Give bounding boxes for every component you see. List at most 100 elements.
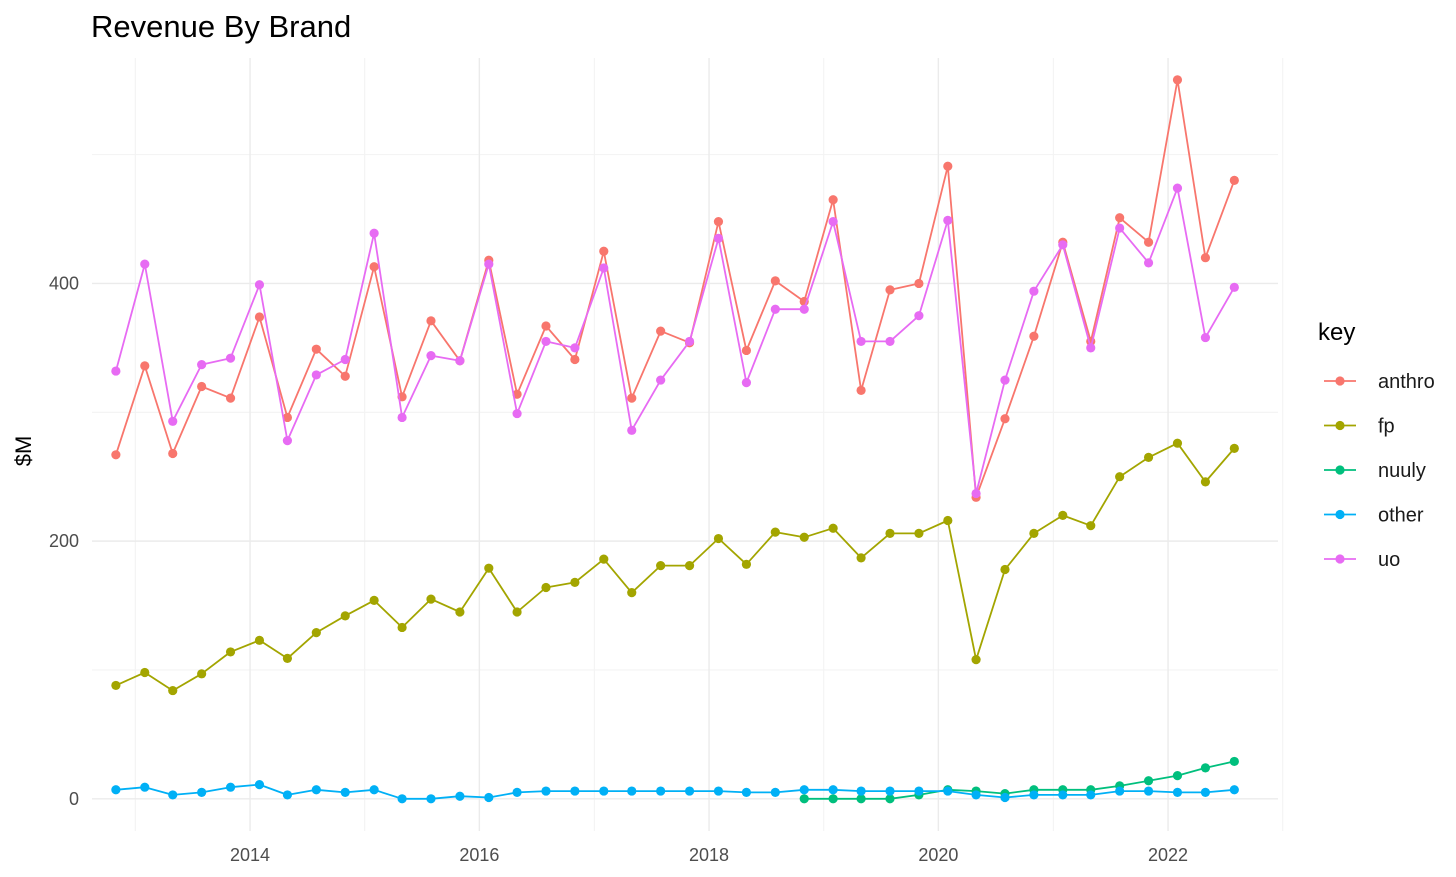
data-point-fp xyxy=(1143,452,1154,462)
data-point-other xyxy=(1086,790,1096,800)
data-point-anthro xyxy=(1143,237,1154,247)
data-point-other xyxy=(140,782,150,792)
data-point-uo xyxy=(741,378,752,388)
data-point-fp xyxy=(741,559,752,569)
x-tick-label: 2014 xyxy=(230,845,270,865)
data-point-fp xyxy=(684,561,695,571)
data-point-uo xyxy=(426,351,436,361)
data-point-other xyxy=(799,785,809,795)
y-axis-title: $M xyxy=(11,436,36,467)
data-point-nuuly xyxy=(828,794,838,804)
data-point-uo xyxy=(599,263,609,273)
data-point-fp xyxy=(140,667,150,678)
data-point-uo xyxy=(684,336,695,347)
data-point-anthro xyxy=(426,316,436,326)
data-point-fp xyxy=(254,635,265,645)
data-point-other xyxy=(397,794,407,804)
data-point-nuuly xyxy=(885,794,895,804)
data-point-other xyxy=(1029,790,1039,800)
series-line-nuuly xyxy=(804,760,1235,800)
data-point-other xyxy=(971,790,981,800)
legend-key-point xyxy=(1335,465,1345,475)
data-point-other xyxy=(914,786,924,796)
legend-key-point xyxy=(1335,420,1345,431)
data-point-fp xyxy=(943,515,953,526)
x-tick-label: 2016 xyxy=(459,845,499,865)
data-point-other xyxy=(1058,790,1068,800)
data-point-uo xyxy=(111,366,121,376)
data-point-other xyxy=(828,785,838,795)
data-point-uo xyxy=(140,259,150,269)
data-point-nuuly xyxy=(1200,763,1211,773)
legend-title: key xyxy=(1318,319,1355,346)
data-point-fp xyxy=(1200,477,1211,487)
data-point-fp xyxy=(713,533,724,544)
data-point-other xyxy=(656,786,666,796)
data-point-uo xyxy=(856,336,866,347)
data-point-anthro xyxy=(656,326,666,336)
data-point-fp xyxy=(656,561,666,571)
data-point-other xyxy=(311,785,321,795)
axes: 0 200 400 2014 2016 2018 2020 2022 xyxy=(49,273,1188,865)
data-point-uo xyxy=(282,436,293,446)
series-line-fp xyxy=(115,442,1235,692)
data-point-fp xyxy=(541,582,551,593)
legend-label: other xyxy=(1378,505,1424,527)
data-point-uo xyxy=(340,354,350,365)
legend-label: uo xyxy=(1378,549,1400,571)
data-point-fp xyxy=(1229,443,1239,453)
series-line-uo xyxy=(115,187,1236,495)
data-point-anthro xyxy=(570,354,580,365)
data-point-other xyxy=(369,785,379,795)
data-point-anthro xyxy=(856,385,866,395)
data-point-uo xyxy=(627,425,637,435)
data-point-uo xyxy=(254,280,265,290)
data-point-fp xyxy=(1058,510,1068,520)
data-point-fp xyxy=(1172,438,1183,448)
data-point-fp xyxy=(111,680,121,691)
data-point-anthro xyxy=(541,321,551,331)
data-point-fp xyxy=(168,685,178,696)
series-line-anthro xyxy=(115,79,1236,499)
series-fp xyxy=(111,438,1239,696)
data-point-other xyxy=(541,786,551,796)
legend-label: anthro xyxy=(1378,371,1435,393)
data-point-anthro xyxy=(627,393,637,403)
data-point-fp xyxy=(455,607,465,617)
data-point-fp xyxy=(225,647,236,657)
data-point-other xyxy=(426,794,436,804)
data-point-fp xyxy=(914,528,924,538)
data-point-anthro xyxy=(1029,331,1039,341)
data-point-uo xyxy=(397,412,407,423)
data-point-uo xyxy=(1029,286,1039,296)
data-point-fp xyxy=(570,577,580,587)
legend-item-nuuly: nuuly xyxy=(1324,460,1426,482)
data-point-other xyxy=(1172,787,1183,797)
x-tick-label: 2018 xyxy=(689,845,729,865)
data-point-anthro xyxy=(197,381,207,392)
data-point-uo xyxy=(369,228,379,238)
data-point-fp xyxy=(1115,472,1125,482)
data-point-uo xyxy=(570,343,580,353)
grid xyxy=(92,58,1284,831)
data-point-other xyxy=(512,787,522,797)
data-point-anthro xyxy=(1000,414,1010,424)
legend-label: fp xyxy=(1378,416,1395,438)
data-point-anthro xyxy=(943,161,953,171)
data-point-fp xyxy=(340,611,350,621)
data-point-anthro xyxy=(254,312,265,322)
data-point-uo xyxy=(484,259,494,269)
data-point-uo xyxy=(971,488,981,499)
series-other xyxy=(111,780,1239,804)
data-point-uo xyxy=(1086,343,1096,353)
data-point-anthro xyxy=(369,262,379,272)
data-point-fp xyxy=(599,554,609,564)
data-point-other xyxy=(684,786,695,796)
data-point-anthro xyxy=(1200,253,1211,263)
data-point-uo xyxy=(885,336,895,347)
data-point-other xyxy=(1000,792,1010,803)
data-point-fp xyxy=(369,595,379,605)
legend-label: nuuly xyxy=(1378,460,1426,482)
